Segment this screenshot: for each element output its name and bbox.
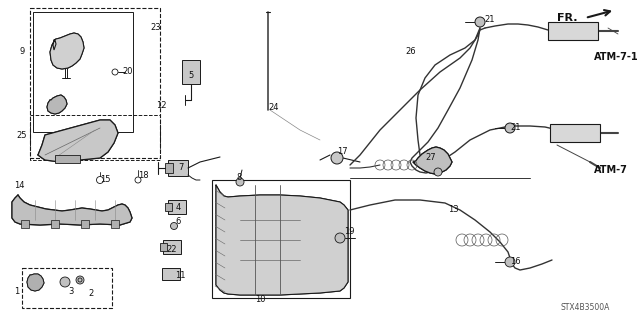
Polygon shape xyxy=(50,33,84,69)
Bar xyxy=(21,220,29,228)
Text: 9: 9 xyxy=(20,48,25,56)
Bar xyxy=(168,160,188,176)
Circle shape xyxy=(236,178,244,186)
Text: 1: 1 xyxy=(14,286,19,295)
Text: 5: 5 xyxy=(188,70,193,79)
FancyBboxPatch shape xyxy=(550,124,600,142)
Polygon shape xyxy=(38,120,118,162)
Text: 23: 23 xyxy=(150,24,161,33)
Text: 21: 21 xyxy=(484,16,495,25)
Circle shape xyxy=(505,257,515,267)
Polygon shape xyxy=(216,185,348,295)
Polygon shape xyxy=(413,147,452,174)
Bar xyxy=(55,155,80,163)
Text: 13: 13 xyxy=(448,205,459,214)
Circle shape xyxy=(76,276,84,284)
Text: STX4B3500A: STX4B3500A xyxy=(561,303,610,313)
Text: 19: 19 xyxy=(344,227,355,236)
Text: 16: 16 xyxy=(510,256,520,265)
Text: 27: 27 xyxy=(425,153,436,162)
Bar xyxy=(212,180,350,298)
Text: 21: 21 xyxy=(510,123,520,132)
Bar xyxy=(168,200,186,214)
Bar xyxy=(165,163,173,173)
Text: 20: 20 xyxy=(122,68,132,77)
Bar xyxy=(111,220,119,228)
Bar xyxy=(81,220,89,228)
Circle shape xyxy=(60,277,70,287)
Bar xyxy=(182,60,200,84)
Circle shape xyxy=(434,168,442,176)
Text: 18: 18 xyxy=(138,172,148,181)
Bar xyxy=(165,203,172,211)
Bar xyxy=(51,220,59,228)
Bar xyxy=(30,8,160,158)
Text: 6: 6 xyxy=(175,218,180,226)
Bar xyxy=(22,268,112,308)
Bar xyxy=(30,115,160,160)
Circle shape xyxy=(331,152,343,164)
Text: FR.: FR. xyxy=(557,13,578,23)
Polygon shape xyxy=(12,195,132,225)
Bar xyxy=(163,240,181,254)
Bar xyxy=(33,12,133,132)
Text: 17: 17 xyxy=(337,147,348,157)
Text: ATM-7-1: ATM-7-1 xyxy=(594,52,639,62)
Bar xyxy=(160,243,167,251)
Polygon shape xyxy=(47,95,67,114)
Text: 8: 8 xyxy=(236,174,241,182)
Circle shape xyxy=(475,17,485,27)
FancyBboxPatch shape xyxy=(548,22,598,40)
Text: ATM-7: ATM-7 xyxy=(594,165,628,175)
Text: 10: 10 xyxy=(255,295,266,305)
Text: 14: 14 xyxy=(14,181,24,189)
Bar xyxy=(162,268,180,280)
Text: 7: 7 xyxy=(178,164,184,173)
Text: 24: 24 xyxy=(268,103,278,113)
Text: 2: 2 xyxy=(88,290,93,299)
Circle shape xyxy=(170,222,177,229)
Text: 15: 15 xyxy=(100,175,111,184)
Text: 12: 12 xyxy=(156,100,166,109)
Text: 11: 11 xyxy=(175,271,186,280)
Text: 22: 22 xyxy=(166,246,177,255)
Text: 25: 25 xyxy=(16,131,26,140)
Text: 4: 4 xyxy=(176,204,181,212)
Polygon shape xyxy=(27,274,44,291)
Circle shape xyxy=(335,233,345,243)
Text: 26: 26 xyxy=(405,48,415,56)
Text: 3: 3 xyxy=(68,287,74,296)
Circle shape xyxy=(505,123,515,133)
